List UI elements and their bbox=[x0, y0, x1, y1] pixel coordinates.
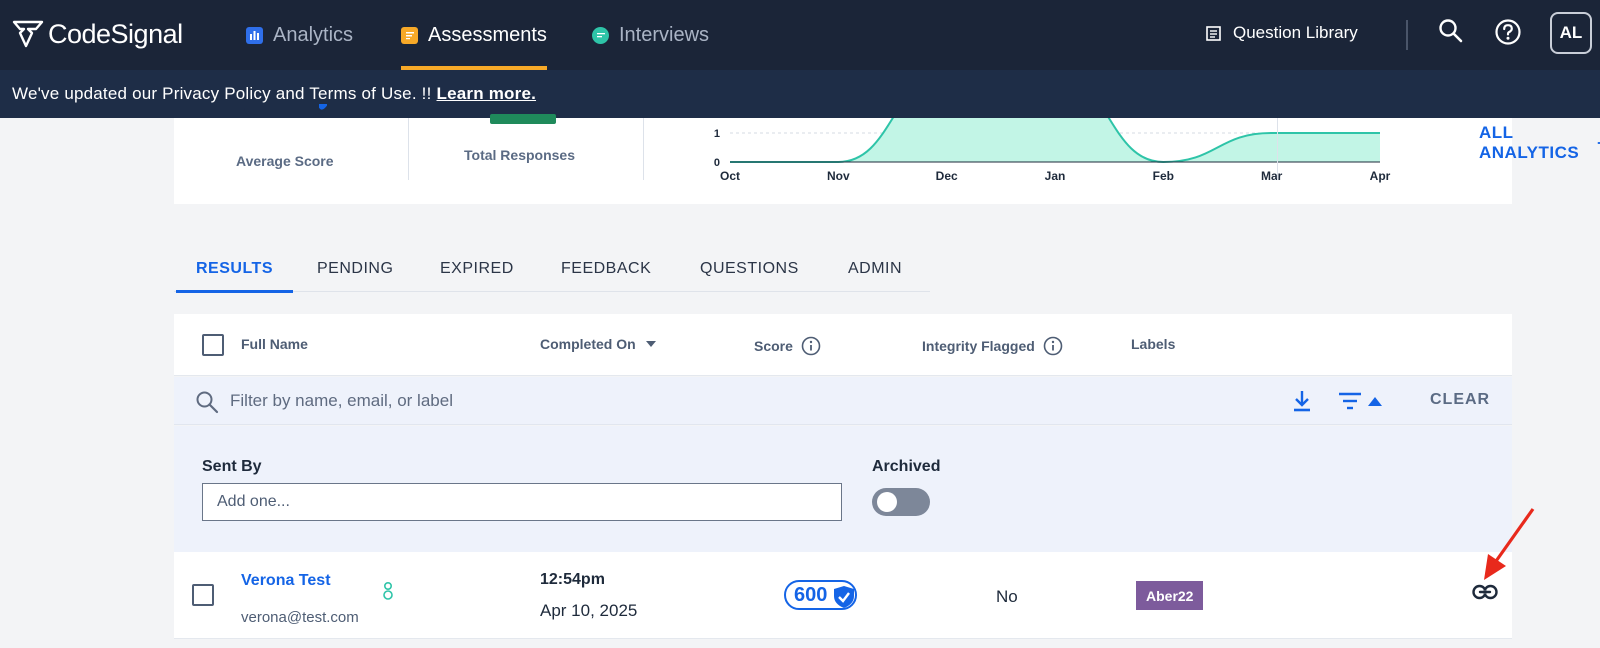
learn-more-link[interactable]: Learn more. bbox=[436, 84, 537, 103]
analytics-icon bbox=[246, 26, 263, 44]
column-label: Completed On bbox=[540, 336, 636, 352]
results-tabs: RESULTS PENDING EXPIRED FEEDBACK QUESTIO… bbox=[174, 246, 930, 293]
chart-x-tick-label: Nov bbox=[827, 169, 850, 183]
table-row[interactable]: Verona Test verona@test.com 12:54pm Apr … bbox=[174, 552, 1512, 639]
analytics-summary-card: Average Score Total Responses 0 1 Oct Nov De… bbox=[174, 104, 1600, 204]
archived-label: Archived bbox=[872, 458, 941, 475]
select-all-checkbox[interactable] bbox=[202, 334, 224, 356]
stat-divider bbox=[408, 118, 409, 180]
nav-divider bbox=[1406, 20, 1408, 50]
chart-x-tick-label: Feb bbox=[1153, 169, 1174, 183]
chart-y-tick-label: 0 bbox=[714, 157, 720, 169]
user-avatar[interactable]: AL bbox=[1550, 12, 1592, 54]
arrow-right-icon bbox=[1597, 142, 1600, 144]
tab-results[interactable]: RESULTS bbox=[176, 246, 293, 293]
chart-x-tick-label: Mar bbox=[1261, 169, 1283, 183]
tab-feedback[interactable]: FEEDBACK bbox=[561, 260, 652, 277]
banner-text: We've updated our Privacy Policy and Ter… bbox=[12, 84, 432, 103]
candidate-status-icon bbox=[383, 581, 393, 600]
column-score[interactable]: Score bbox=[754, 336, 821, 356]
chart-area bbox=[730, 118, 1380, 162]
tab-admin[interactable]: ADMIN bbox=[848, 260, 903, 277]
total-responses-value-fragment bbox=[490, 114, 556, 124]
info-icon[interactable] bbox=[801, 336, 821, 356]
column-labels[interactable]: Labels bbox=[1131, 336, 1175, 352]
average-score-label: Average Score bbox=[236, 153, 334, 169]
completed-time: 12:54pm bbox=[540, 571, 605, 588]
nav-tab-assessments[interactable]: Assessments bbox=[401, 0, 547, 70]
nav-tab-label: Analytics bbox=[273, 23, 354, 46]
sort-descending-icon bbox=[645, 341, 656, 347]
nav-tab-analytics[interactable]: Analytics bbox=[246, 0, 353, 70]
column-label: Score bbox=[754, 338, 793, 354]
archived-toggle[interactable] bbox=[872, 488, 930, 516]
stat-divider bbox=[643, 118, 644, 180]
toggle-knob bbox=[877, 492, 897, 512]
privacy-banner: We've updated our Privacy Policy and Ter… bbox=[0, 70, 1600, 118]
sent-by-label: Sent By bbox=[202, 458, 262, 475]
stat-divider bbox=[1277, 118, 1278, 180]
chart-x-tick-label: Dec bbox=[936, 169, 958, 183]
question-library-label: Question Library bbox=[1233, 23, 1358, 42]
brand-name: CodeSignal bbox=[48, 18, 183, 49]
assessments-icon bbox=[401, 26, 418, 44]
tab-questions[interactable]: QUESTIONS bbox=[700, 260, 799, 277]
shield-check-icon bbox=[834, 586, 855, 608]
chart-y-tick-label: 1 bbox=[714, 128, 720, 140]
top-nav: CodeSignal Analytics Assessments Intervi… bbox=[0, 0, 1600, 70]
column-label: Full Name bbox=[241, 336, 308, 352]
label-chip[interactable]: Aber22 bbox=[1136, 581, 1204, 610]
all-analytics-label: ALL ANALYTICS bbox=[1479, 123, 1580, 162]
candidate-email: verona@test.com bbox=[241, 609, 359, 626]
book-icon bbox=[1206, 25, 1221, 41]
score-badge[interactable]: 600 bbox=[784, 580, 858, 610]
codesignal-logo-icon bbox=[12, 20, 44, 48]
filter-bar: CLEAR bbox=[174, 377, 1512, 425]
candidate-name-link[interactable]: Verona Test bbox=[241, 572, 331, 589]
interviews-icon bbox=[592, 26, 609, 44]
help-icon[interactable] bbox=[1494, 18, 1522, 46]
all-analytics-link[interactable]: ALL ANALYTICS bbox=[1479, 123, 1600, 163]
responses-trend-chart: 0 1 Oct Nov Dec Jan Feb Mar Apr bbox=[714, 118, 1391, 183]
chart-x-tick-label: Oct bbox=[720, 169, 740, 183]
clear-filters-button[interactable]: CLEAR bbox=[1430, 391, 1491, 408]
results-table-header: Full Name Completed On Score Integrity F… bbox=[174, 314, 1512, 376]
column-label: Integrity Flagged bbox=[922, 338, 1035, 354]
chevron-up-icon[interactable] bbox=[1368, 397, 1382, 406]
codesignal-logo[interactable]: CodeSignal bbox=[12, 14, 183, 54]
total-responses-label: Total Responses bbox=[464, 147, 575, 163]
annotation-arrow-icon bbox=[1484, 508, 1535, 580]
download-icon[interactable] bbox=[1292, 389, 1312, 413]
link-icon[interactable] bbox=[1472, 584, 1498, 600]
tab-pending[interactable]: PENDING bbox=[317, 260, 394, 277]
column-integrity-flagged[interactable]: Integrity Flagged bbox=[922, 336, 1063, 356]
question-library-link[interactable]: Question Library bbox=[1206, 0, 1358, 66]
column-full-name[interactable]: Full Name bbox=[241, 336, 308, 352]
column-completed-on[interactable]: Completed On bbox=[540, 336, 656, 352]
column-label: Labels bbox=[1131, 336, 1176, 352]
filter-panel: Sent By Archived bbox=[174, 426, 1512, 552]
info-icon[interactable] bbox=[1043, 336, 1063, 356]
filter-icon[interactable] bbox=[1338, 391, 1362, 411]
sent-by-input[interactable] bbox=[202, 483, 842, 521]
filter-input[interactable] bbox=[230, 389, 930, 413]
nav-tab-interviews[interactable]: Interviews bbox=[592, 0, 709, 70]
completed-date: Apr 10, 2025 bbox=[540, 601, 638, 620]
tab-expired[interactable]: EXPIRED bbox=[440, 260, 514, 277]
search-icon[interactable] bbox=[1438, 18, 1464, 46]
average-score-badge-icon bbox=[244, 104, 329, 118]
row-checkbox[interactable] bbox=[192, 584, 214, 606]
chart-x-tick-label: Apr bbox=[1370, 169, 1391, 183]
score-value: 600 bbox=[794, 583, 828, 606]
chart-x-tick-label: Jan bbox=[1045, 169, 1066, 183]
integrity-flagged-value: No bbox=[996, 587, 1018, 606]
search-icon bbox=[196, 391, 219, 414]
nav-tab-label: Interviews bbox=[619, 23, 710, 46]
nav-tab-label: Assessments bbox=[428, 23, 547, 46]
